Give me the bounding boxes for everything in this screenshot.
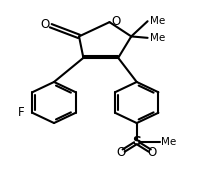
Text: S: S bbox=[132, 135, 141, 148]
Text: O: O bbox=[117, 146, 126, 159]
Text: O: O bbox=[111, 15, 121, 28]
Text: Me: Me bbox=[150, 33, 165, 43]
Text: O: O bbox=[41, 18, 50, 31]
Text: O: O bbox=[148, 146, 157, 159]
Text: F: F bbox=[18, 106, 25, 119]
Text: Me: Me bbox=[150, 16, 165, 26]
Text: Me: Me bbox=[161, 137, 176, 147]
